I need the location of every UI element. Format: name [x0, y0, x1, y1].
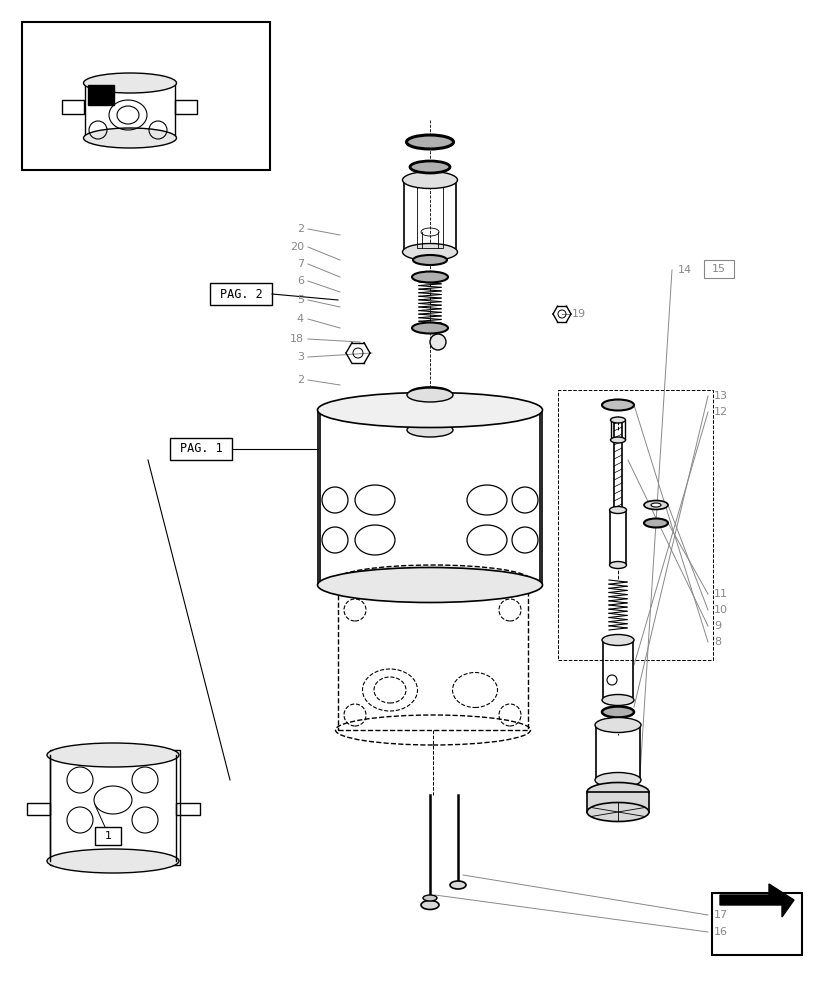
Text: 14: 14 [677, 265, 691, 275]
Bar [95, 827, 121, 845]
Text: 19: 19 [571, 309, 586, 319]
Bar [319, 410, 539, 585]
Text: 1: 1 [104, 831, 112, 841]
Bar [170, 438, 232, 460]
Bar [408, 395, 452, 430]
Text: 17: 17 [713, 910, 727, 920]
Ellipse shape [586, 782, 648, 801]
Bar [176, 803, 200, 815]
Bar [614, 420, 621, 510]
Bar [50, 750, 179, 865]
Ellipse shape [650, 503, 660, 507]
Bar [557, 390, 712, 660]
Ellipse shape [423, 895, 437, 901]
Text: PAG. 2: PAG. 2 [219, 288, 262, 300]
Ellipse shape [409, 161, 449, 173]
Bar [27, 803, 50, 815]
Ellipse shape [601, 634, 633, 646]
Ellipse shape [601, 399, 633, 410]
Ellipse shape [643, 518, 667, 528]
Bar [22, 22, 270, 170]
Ellipse shape [335, 565, 530, 595]
Ellipse shape [609, 562, 626, 568]
Ellipse shape [317, 392, 542, 428]
Text: 2: 2 [297, 224, 304, 234]
Ellipse shape [595, 717, 640, 732]
Ellipse shape [84, 128, 176, 148]
Bar [210, 283, 272, 305]
Text: 15: 15 [711, 264, 725, 274]
Bar [610, 420, 624, 440]
Ellipse shape [406, 135, 453, 149]
Ellipse shape [643, 500, 667, 510]
Ellipse shape [609, 437, 624, 443]
Polygon shape [719, 884, 793, 917]
Text: 16: 16 [713, 927, 727, 937]
Text: 7: 7 [297, 259, 304, 269]
Bar [62, 100, 84, 114]
Text: 5: 5 [297, 295, 304, 305]
Ellipse shape [407, 423, 452, 437]
Bar [404, 180, 456, 252]
Ellipse shape [402, 243, 457, 260]
Ellipse shape [595, 772, 640, 788]
Bar [337, 580, 528, 730]
Bar [711, 893, 801, 955]
Bar [174, 100, 197, 114]
Circle shape [429, 334, 446, 350]
Ellipse shape [412, 322, 447, 334]
Bar [703, 260, 733, 278]
Ellipse shape [47, 849, 179, 873]
Ellipse shape [413, 255, 447, 265]
Text: PAG. 1: PAG. 1 [179, 442, 222, 456]
Ellipse shape [420, 900, 438, 909]
Text: 12: 12 [713, 407, 727, 417]
Bar [609, 510, 625, 565]
Ellipse shape [407, 388, 452, 402]
Ellipse shape [409, 387, 451, 400]
Text: 4: 4 [297, 314, 304, 324]
Bar [586, 792, 648, 812]
Ellipse shape [601, 694, 633, 706]
Ellipse shape [317, 568, 542, 602]
Text: 9: 9 [713, 621, 720, 631]
Ellipse shape [84, 73, 176, 93]
Ellipse shape [609, 417, 624, 423]
Ellipse shape [601, 706, 633, 717]
Text: 11: 11 [713, 589, 727, 599]
Text: 13: 13 [713, 391, 727, 401]
Bar [602, 640, 632, 700]
Text: 6: 6 [297, 276, 304, 286]
Ellipse shape [47, 743, 179, 767]
Text: 10: 10 [713, 605, 727, 615]
Ellipse shape [586, 802, 648, 821]
Bar [88, 85, 114, 105]
Ellipse shape [449, 881, 466, 889]
Text: 20: 20 [289, 242, 304, 252]
Text: 3: 3 [297, 352, 304, 362]
Bar [595, 725, 639, 780]
Bar [85, 83, 174, 138]
Bar [417, 185, 442, 248]
Text: 2: 2 [297, 375, 304, 385]
Ellipse shape [609, 506, 626, 514]
Ellipse shape [402, 172, 457, 189]
Text: 18: 18 [289, 334, 304, 344]
Ellipse shape [412, 271, 447, 282]
Text: 8: 8 [713, 637, 720, 647]
